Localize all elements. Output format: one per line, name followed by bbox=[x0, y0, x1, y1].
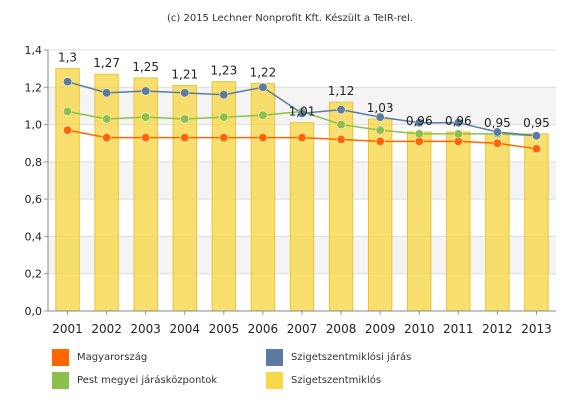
x-tick-label: 2009 bbox=[365, 322, 396, 336]
legend-item-magyarorszag: Magyarország bbox=[52, 348, 147, 366]
data-label: 1,27 bbox=[93, 56, 120, 70]
bar bbox=[328, 101, 354, 312]
x-tick-label: 2008 bbox=[326, 322, 357, 336]
y-tick-label: 0,0 bbox=[25, 305, 43, 318]
series-point bbox=[63, 125, 72, 135]
series-point bbox=[375, 125, 385, 135]
series-point bbox=[219, 112, 229, 122]
legend-item-jaras: Szigetszentmiklósi járás bbox=[266, 348, 411, 366]
series-point bbox=[532, 131, 541, 141]
series-point bbox=[336, 120, 346, 130]
series-point bbox=[492, 127, 502, 137]
series-point bbox=[102, 114, 112, 124]
data-label: 1,12 bbox=[328, 84, 355, 98]
x-tick-label: 2012 bbox=[482, 322, 513, 336]
x-tick-label: 2003 bbox=[130, 322, 161, 336]
y-tick-label: 1,2 bbox=[25, 81, 43, 94]
series-point bbox=[102, 88, 112, 98]
x-tick-label: 2013 bbox=[521, 322, 552, 336]
series-point bbox=[258, 110, 268, 120]
series-point bbox=[180, 114, 190, 124]
series-point bbox=[492, 138, 502, 148]
data-label: 0,96 bbox=[406, 114, 433, 128]
data-label: 1,25 bbox=[132, 60, 159, 74]
legend-swatch bbox=[52, 371, 69, 389]
y-tick-label: 0,8 bbox=[25, 156, 43, 169]
data-label: 0,95 bbox=[484, 116, 511, 130]
bar bbox=[407, 131, 432, 312]
x-tick-label: 2010 bbox=[404, 322, 435, 336]
bar bbox=[524, 133, 549, 312]
y-tick-label: 1,4 bbox=[25, 44, 43, 57]
bar bbox=[94, 73, 119, 312]
chart-legend: Magyarország Szigetszentmiklósi járás Pe… bbox=[52, 348, 572, 396]
series-point bbox=[258, 82, 268, 92]
series-point bbox=[63, 77, 72, 87]
series-point bbox=[414, 129, 424, 139]
data-label: 0,95 bbox=[523, 116, 550, 130]
bar bbox=[367, 118, 393, 312]
series-point bbox=[102, 133, 112, 143]
series-point bbox=[297, 108, 307, 118]
data-label: 1,3 bbox=[58, 51, 77, 65]
data-label: 0,96 bbox=[445, 114, 472, 128]
legend-swatch bbox=[266, 348, 283, 366]
series-point bbox=[414, 136, 424, 146]
series-point bbox=[141, 133, 151, 143]
series-point bbox=[453, 129, 463, 139]
y-tick-label: 0,4 bbox=[25, 230, 43, 243]
series-point bbox=[453, 136, 463, 146]
data-label: 1,22 bbox=[250, 66, 277, 80]
series-point bbox=[141, 112, 151, 122]
data-label: 1,23 bbox=[210, 64, 237, 78]
legend-label: Szigetszentmiklósi járás bbox=[291, 351, 412, 363]
legend-swatch bbox=[266, 371, 283, 389]
legend-label: Magyarország bbox=[77, 351, 148, 363]
series-point bbox=[532, 144, 541, 154]
legend-item-szigetszentmiklos: Szigetszentmiklós bbox=[266, 371, 381, 389]
data-label: 1,01 bbox=[289, 105, 316, 119]
y-tick-label: 1,0 bbox=[25, 119, 43, 132]
y-tick-label: 0,2 bbox=[25, 268, 43, 281]
series-point bbox=[336, 135, 346, 144]
y-tick-label: 0,6 bbox=[25, 193, 43, 206]
x-tick-label: 2004 bbox=[169, 322, 200, 336]
x-tick-label: 2007 bbox=[287, 322, 318, 336]
series-point bbox=[219, 133, 229, 143]
bar bbox=[289, 122, 315, 312]
legend-label: Szigetszentmiklós bbox=[291, 374, 382, 386]
series-point bbox=[375, 136, 385, 146]
series-point bbox=[180, 133, 190, 143]
legend-item-pest-megyei: Pest megyei járásközpontok bbox=[52, 371, 217, 389]
series-point bbox=[258, 133, 268, 143]
bar bbox=[55, 68, 80, 312]
series-point bbox=[453, 118, 463, 128]
data-label: 1,21 bbox=[171, 67, 198, 81]
chart-credit: (c) 2015 Lechner Nonprofit Kft. Készült … bbox=[166, 13, 413, 24]
series-point bbox=[375, 112, 385, 122]
x-tick-label: 2005 bbox=[209, 322, 240, 336]
x-tick-label: 2002 bbox=[91, 322, 122, 336]
series-point bbox=[219, 90, 229, 100]
series-point bbox=[180, 88, 190, 98]
x-tick-label: 2001 bbox=[52, 322, 83, 336]
series-point bbox=[414, 118, 424, 128]
bar bbox=[446, 131, 471, 312]
series-point bbox=[141, 86, 151, 96]
legend-swatch bbox=[52, 348, 69, 366]
x-tick-label: 2011 bbox=[443, 322, 474, 336]
series-point bbox=[63, 107, 72, 116]
bar bbox=[485, 133, 510, 312]
x-tick-label: 2006 bbox=[248, 322, 279, 336]
data-label: 1,03 bbox=[367, 101, 394, 115]
series-point bbox=[297, 133, 307, 143]
series-point bbox=[336, 105, 346, 115]
legend-label: Pest megyei járásközpontok bbox=[77, 374, 218, 386]
